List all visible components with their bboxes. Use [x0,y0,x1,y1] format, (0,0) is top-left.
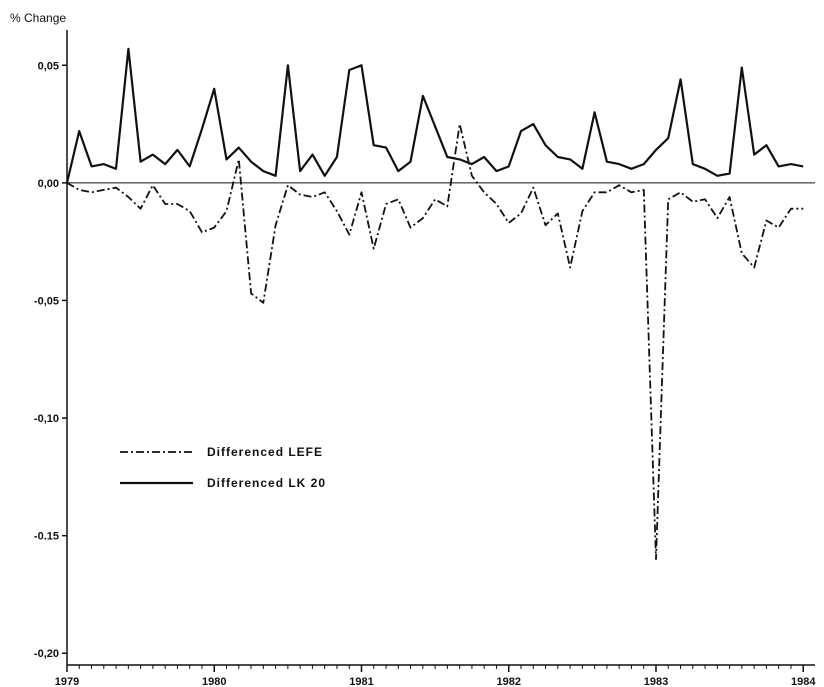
series-line-lefe [66,123,804,561]
series [65,47,804,561]
x-tick-label: 1979 [55,676,79,687]
y-axis-label: % Change [10,11,66,25]
y-tick-label: -0,20 [34,648,59,660]
x-tick-label: 1982 [496,676,520,687]
series-line-lk20 [65,47,804,184]
y-tick-label: 0,05 [38,60,59,72]
y-tick-label: -0,10 [34,413,59,425]
legend-label: Differenced LEFE [207,445,323,459]
y-axis: 0,05 0,00 -0,05 -0,10 -0.15 -0,20 [34,30,815,665]
y-tick-label: -0,05 [34,295,59,307]
legend: Differenced LEFE Differenced LK 20 [120,445,326,490]
x-tick-label: 1983 [644,676,668,687]
x-tick-label: 1980 [202,676,226,687]
y-tick-label: 0,00 [38,178,59,190]
legend-label: Differenced LK 20 [207,476,326,490]
x-axis: 1979 1980 1981 1982 1983 1984 [55,664,816,687]
x-tick-label: 1981 [349,676,373,687]
x-tick-label: 1984 [791,676,816,687]
y-tick-label: -0.15 [34,531,59,543]
